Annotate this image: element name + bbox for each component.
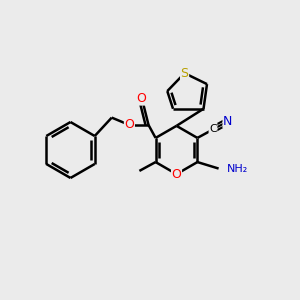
Text: O: O [124,118,134,131]
Text: O: O [172,168,182,181]
Text: C: C [209,124,217,134]
Text: NH₂: NH₂ [227,164,248,173]
Text: S: S [181,67,189,80]
Text: N: N [223,115,232,128]
Text: O: O [136,92,146,105]
